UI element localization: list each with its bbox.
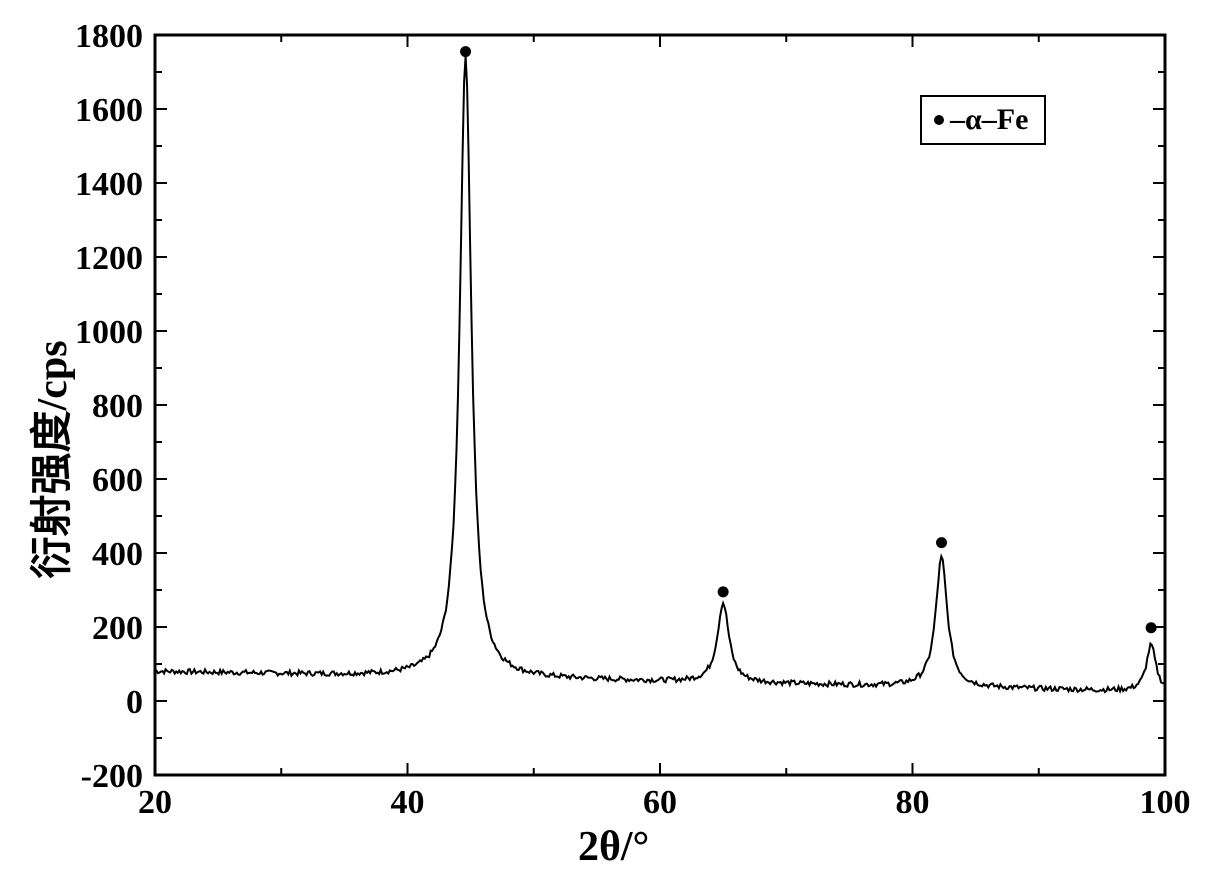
x-axis-label: 2θ/°: [578, 823, 649, 871]
peak-marker-dot-icon: [718, 586, 729, 597]
y-tick-label: 1800: [75, 18, 143, 55]
plot-frame: [155, 35, 1165, 775]
x-tick-label: 20: [138, 784, 172, 821]
y-tick-label: 0: [126, 684, 143, 721]
xrd-chart: 20 40 60 80 100 -200 0 200 400 600 800 1000 1200 1400…: [0, 0, 1213, 879]
y-tick-label: 600: [92, 462, 143, 499]
xrd-curve: [155, 56, 1164, 692]
legend-text: –α–Fe: [950, 103, 1028, 136]
y-tick-label: -200: [81, 758, 143, 795]
y-axis-label: 衍射强度/cps: [18, 341, 79, 579]
x-tick-label: 100: [1140, 784, 1191, 821]
peak-marker-dot-icon: [460, 46, 471, 57]
x-tick-label: 60: [643, 784, 677, 821]
y-tick-label: 200: [92, 610, 143, 647]
legend: –α–Fe: [920, 95, 1046, 145]
y-tick-label: 1400: [75, 166, 143, 203]
peak-marker-dot-icon: [936, 537, 947, 548]
x-tick-label: 80: [896, 784, 930, 821]
y-tick-label: 400: [92, 536, 143, 573]
y-tick-label: 800: [92, 388, 143, 425]
x-tick-label: 40: [391, 784, 425, 821]
y-tick-label: 1000: [75, 314, 143, 351]
legend-marker-dot-icon: [934, 115, 944, 125]
peak-marker-dot-icon: [1146, 622, 1157, 633]
y-tick-label: 1200: [75, 240, 143, 277]
y-tick-label: 1600: [75, 92, 143, 129]
